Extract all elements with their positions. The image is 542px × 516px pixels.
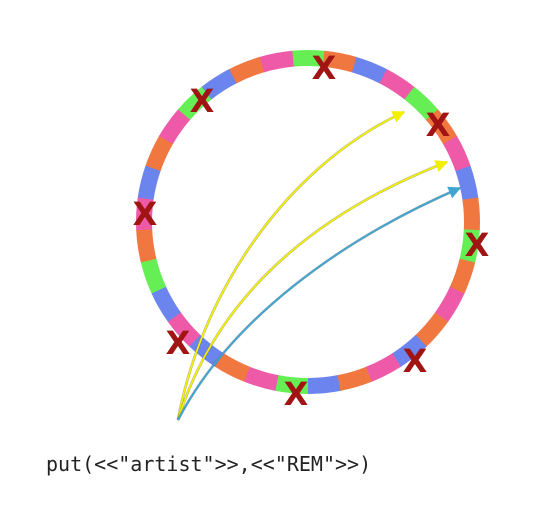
replica-arrow-yellow xyxy=(177,111,406,421)
hash-ring xyxy=(136,50,480,395)
failed-node-x-mark: X xyxy=(403,342,428,380)
failed-node-x-mark: X xyxy=(465,226,490,264)
failed-node-x-mark: X xyxy=(133,195,158,233)
ring-segment-orange xyxy=(214,352,251,382)
put-operation-caption: put(<<"artist">>,<<"REM">>) xyxy=(46,452,372,476)
ring-segment-orange xyxy=(336,366,372,392)
ring-segment-orange xyxy=(229,56,265,84)
ring-segment-pink xyxy=(365,353,401,382)
ring-segment-blue xyxy=(307,375,341,395)
ring-segment-blue xyxy=(351,56,388,84)
failed-node-x-mark: X xyxy=(426,106,451,144)
ring-segment-pink xyxy=(443,136,471,172)
ring-segment-green xyxy=(140,258,167,294)
ring-segment-pink xyxy=(434,286,465,323)
replica-arrows xyxy=(176,110,462,421)
replica-arrow-cyan xyxy=(177,186,462,421)
replica-arrow-yellow xyxy=(177,160,449,421)
failed-node-x-mark: X xyxy=(190,82,215,120)
ring-segment-orange xyxy=(415,312,449,347)
failed-node-x-mark: X xyxy=(312,49,337,87)
ring-segment-orange xyxy=(145,135,174,172)
ring-segment-pink xyxy=(259,50,294,73)
ring-segment-pink xyxy=(243,366,279,391)
failed-node-x-mark: X xyxy=(166,324,191,362)
ring-segment-orange xyxy=(136,228,157,263)
failed-node-marks: X X X X X X X X xyxy=(133,49,490,413)
failed-node-x-mark: X xyxy=(284,375,309,413)
ring-segment-orange xyxy=(449,258,476,295)
ring-segment-pink xyxy=(379,69,415,100)
ring-segment-blue xyxy=(151,286,182,322)
ring-segment-pink xyxy=(159,108,191,145)
ring-segment-blue xyxy=(455,165,479,201)
